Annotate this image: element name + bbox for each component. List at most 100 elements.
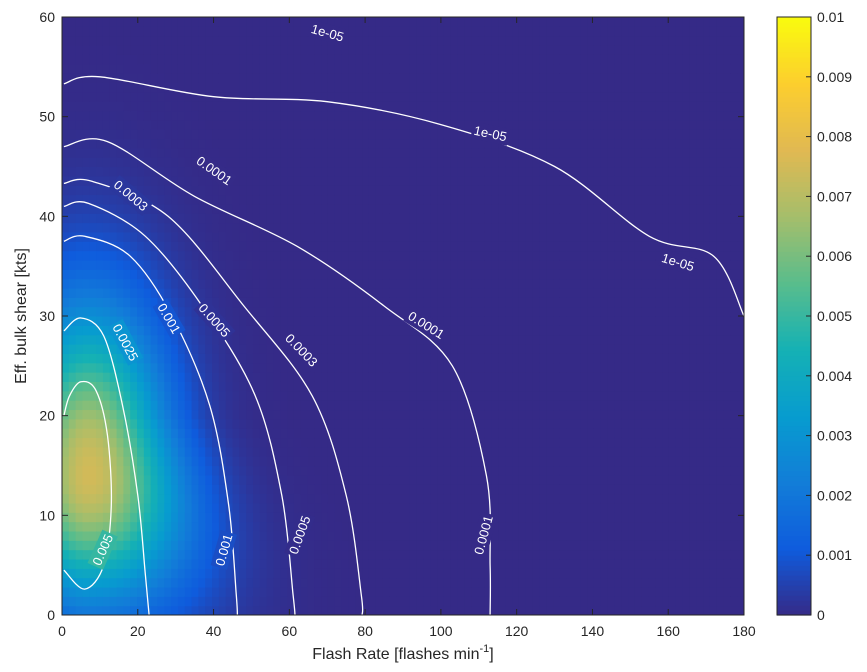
heatmap-cell [450,558,459,569]
heatmap-cell [68,101,77,112]
heatmap-cell [150,586,159,597]
heatmap-cell [532,194,540,205]
heatmap-cell [573,110,581,121]
heatmap-cell [123,287,131,298]
heatmap-cell [143,26,152,37]
heatmap-cell [300,119,309,130]
heatmap-cell [580,372,588,382]
heatmap-cell [348,91,356,102]
heatmap-cell [252,306,261,317]
heatmap-cell [62,241,70,252]
heatmap-cell [89,353,97,364]
heatmap-cell [525,63,534,74]
heatmap-cell [430,409,438,420]
heatmap-cell [566,222,575,233]
heatmap-cell [505,82,513,93]
heatmap-cell [62,465,70,476]
heatmap-cell [362,157,370,168]
heatmap-cell [334,316,343,326]
heatmap-cell [505,222,513,233]
heatmap-cell [164,157,172,168]
heatmap-cell [423,297,431,308]
heatmap-cell [437,530,445,541]
heatmap-cell [457,334,465,345]
heatmap-cell [287,147,295,158]
heatmap-cell [437,484,445,495]
heatmap-cell [355,203,363,214]
heatmap-cell [457,63,465,74]
heatmap-cell [300,63,309,74]
heatmap-cell [423,194,431,205]
heatmap-cell [205,512,213,523]
heatmap-cell [130,138,138,149]
heatmap-cell [443,456,452,467]
heatmap-cell [68,437,77,448]
heatmap-cell [396,577,404,588]
heatmap-cell [566,26,575,37]
heatmap-cell [218,222,227,233]
heatmap-cell [491,138,500,149]
heatmap-cell [96,26,104,37]
heatmap-cell [539,54,547,65]
heatmap-cell [334,157,343,168]
heatmap-cell [123,278,131,289]
heatmap-cell [280,381,288,392]
heatmap-cell [464,409,472,420]
heatmap-cell [362,241,370,252]
heatmap-cell [68,26,77,37]
heatmap-cell [287,465,295,476]
heatmap-cell [546,325,554,336]
heatmap-cell [246,157,254,168]
heatmap-cell [580,353,588,364]
heatmap-cell [437,63,445,74]
heatmap-cell [409,353,418,364]
heatmap-cell [198,54,206,65]
heatmap-cell [157,147,165,158]
heatmap-cell [68,129,77,140]
heatmap-cell [273,73,281,83]
heatmap-cell [484,35,493,46]
heatmap-cell [259,63,268,74]
heatmap-cell [239,465,247,476]
heatmap-cell [239,446,247,457]
heatmap-cell [355,446,363,457]
heatmap-cell [191,213,199,224]
heatmap-cell [464,530,472,541]
heatmap-cell [484,231,493,242]
heatmap-cell [321,362,329,373]
heatmap-cell [102,605,111,615]
heatmap-cell [416,437,425,448]
heatmap-cell [512,166,520,177]
heatmap-cell [198,484,206,495]
heatmap-cell [471,194,479,205]
heatmap-cell [321,502,329,513]
heatmap-cell [321,91,329,102]
heatmap-cell [566,194,575,205]
heatmap-cell [362,17,370,27]
heatmap-cell [498,446,506,457]
heatmap-cell [546,372,554,382]
heatmap-cell [246,241,254,252]
heatmap-cell [225,381,234,392]
heatmap-cell [423,101,431,112]
heatmap-cell [573,287,581,298]
heatmap-cell [239,35,247,46]
heatmap-cell [164,502,172,513]
heatmap-cell [423,540,431,551]
heatmap-cell [137,157,145,168]
heatmap-cell [457,138,465,149]
heatmap-cell [287,73,295,83]
heatmap-cell [484,222,493,233]
heatmap-cell [498,381,506,392]
heatmap-cell [375,157,384,168]
heatmap-cell [580,119,588,130]
heatmap-cell [280,250,288,261]
heatmap-cell [123,82,131,93]
heatmap-cell [252,362,261,373]
heatmap-cell [212,530,220,541]
heatmap-cell [273,306,281,317]
heatmap-cell [484,241,493,252]
heatmap-cell [225,390,234,401]
heatmap-cell [239,344,247,354]
heatmap-cell [62,287,70,298]
